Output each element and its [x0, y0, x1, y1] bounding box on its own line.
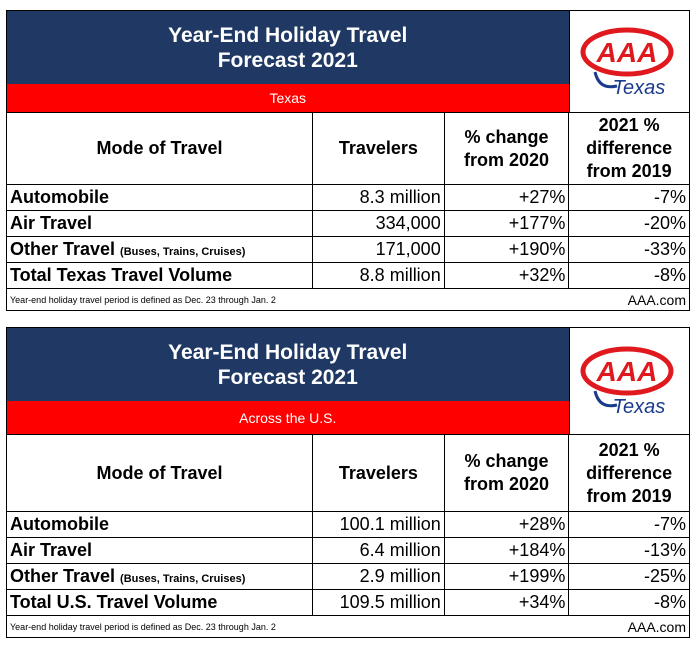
col-travelers: Travelers	[313, 113, 445, 184]
col-diff: 2021 % difference from 2019	[586, 115, 673, 181]
table-row: Total U.S. Travel Volume 109.5 million +…	[7, 589, 689, 615]
travelers-cell: 334,000	[313, 211, 445, 236]
table-row: Automobile 8.3 million +27% -7%	[7, 184, 689, 210]
table-header-block: Year-End Holiday Travel Forecast 2021 Tex…	[7, 11, 689, 112]
col-change: % change from 2020	[445, 435, 570, 511]
mode-label: Total Texas Travel Volume	[10, 265, 233, 285]
col-diff: 2021 % difference from 2019	[586, 439, 673, 506]
col-travelers: Travelers	[313, 435, 445, 511]
mode-label: Other Travel	[10, 566, 116, 586]
diff-cell: -7%	[654, 514, 687, 534]
table-row: Other Travel (Buses, Trains, Cruises) 171…	[7, 236, 689, 262]
column-header-row: Mode of Travel Travelers % change from 2…	[7, 434, 689, 511]
table-header-block: Year-End Holiday Travel Forecast 2021 Acr…	[7, 328, 689, 434]
travelers-cell: 2.9 million	[313, 564, 445, 589]
table-footer: Year-end holiday travel period is define…	[7, 288, 689, 310]
mode-sublabel: (Buses, Trains, Cruises)	[120, 245, 246, 258]
travelers-cell: 171,000	[313, 237, 445, 262]
change-cell: +28%	[445, 512, 570, 537]
change-cell: +184%	[445, 538, 570, 563]
col-mode: Mode of Travel	[7, 113, 314, 184]
table-row: Air Travel 334,000 +177% -20%	[7, 210, 689, 236]
travelers-cell: 6.4 million	[313, 538, 445, 563]
source-label: AAA.com	[627, 618, 686, 635]
change-cell: +199%	[445, 564, 570, 589]
travelers-cell: 100.1 million	[313, 512, 445, 537]
texas-forecast-table: Year-End Holiday Travel Forecast 2021 Tex…	[6, 10, 690, 311]
travelers-cell: 109.5 million	[313, 590, 445, 615]
change-cell: +177%	[445, 211, 570, 236]
mode-sublabel: (Buses, Trains, Cruises)	[120, 572, 246, 585]
column-header-row: Mode of Travel Travelers % change from 2…	[7, 112, 689, 184]
svg-text:Texas: Texas	[613, 396, 666, 418]
diff-cell: -8%	[654, 592, 687, 612]
footnote: Year-end holiday travel period is define…	[10, 621, 276, 632]
diff-cell: -33%	[643, 239, 687, 259]
footnote: Year-end holiday travel period is define…	[10, 294, 276, 305]
aaa-texas-logo: AAA Texas	[568, 11, 689, 112]
table-row: Automobile 100.1 million +28% -7%	[7, 511, 689, 537]
mode-label: Automobile	[10, 514, 109, 534]
source-label: AAA.com	[627, 291, 686, 308]
change-cell: +32%	[445, 263, 570, 288]
table-title: Year-End Holiday Travel Forecast 2021	[7, 11, 569, 84]
table-row: Total Texas Travel Volume 8.8 million +3…	[7, 262, 689, 288]
mode-label: Air Travel	[10, 213, 93, 233]
diff-cell: -7%	[654, 187, 687, 207]
travelers-cell: 8.3 million	[313, 185, 445, 210]
diff-cell: -8%	[654, 265, 687, 285]
svg-text:AAA: AAA	[596, 356, 658, 387]
svg-text:Texas: Texas	[613, 77, 666, 99]
change-cell: +27%	[445, 185, 570, 210]
table-row: Other Travel (Buses, Trains, Cruises) 2.9…	[7, 563, 689, 589]
region-banner: Texas	[7, 84, 569, 112]
mode-label: Automobile	[10, 187, 109, 207]
table-footer: Year-end holiday travel period is define…	[7, 615, 689, 637]
travelers-cell: 8.8 million	[313, 263, 445, 288]
table-row: Air Travel 6.4 million +184% -13%	[7, 537, 689, 563]
diff-cell: -13%	[643, 540, 687, 560]
diff-cell: -20%	[643, 213, 687, 233]
mode-label: Total U.S. Travel Volume	[10, 592, 218, 612]
mode-label: Other Travel	[10, 239, 116, 259]
mode-label: Air Travel	[10, 540, 93, 560]
region-banner: Across the U.S.	[7, 401, 569, 434]
col-change: % change from 2020	[445, 113, 570, 184]
change-cell: +190%	[445, 237, 570, 262]
us-forecast-table: Year-End Holiday Travel Forecast 2021 Acr…	[6, 327, 690, 638]
table-title: Year-End Holiday Travel Forecast 2021	[7, 328, 569, 401]
change-cell: +34%	[445, 590, 570, 615]
col-mode: Mode of Travel	[7, 435, 314, 511]
svg-text:AAA: AAA	[596, 37, 658, 68]
aaa-texas-logo: AAA Texas	[568, 328, 689, 434]
diff-cell: -25%	[643, 566, 687, 586]
